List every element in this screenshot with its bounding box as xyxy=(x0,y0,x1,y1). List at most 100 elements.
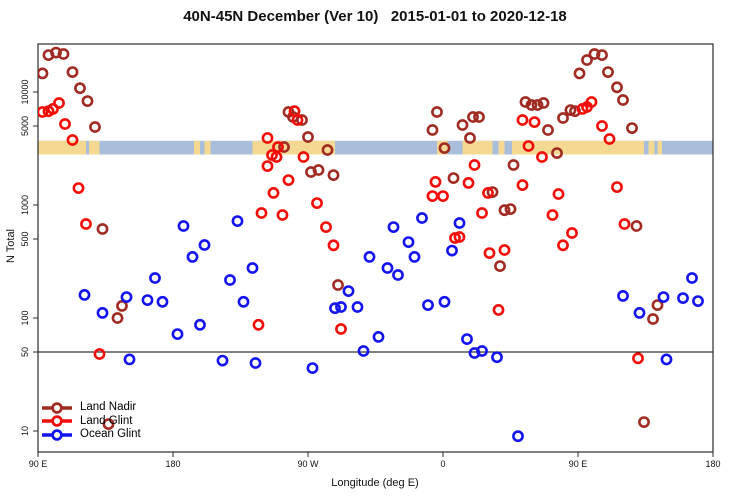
plot-frame xyxy=(37,43,714,453)
data-point xyxy=(291,114,304,126)
data-point xyxy=(224,274,236,286)
data-point xyxy=(507,159,520,171)
data-point xyxy=(686,272,698,284)
y-axis: 10 50 100 500 1000 5000 10000 xyxy=(20,79,38,436)
data-point xyxy=(96,223,109,235)
data-point xyxy=(603,133,616,145)
data-point xyxy=(327,239,340,252)
legend-label: Land Glint xyxy=(80,414,133,427)
svg-text:50: 50 xyxy=(20,347,30,357)
data-point xyxy=(387,221,400,233)
data-point xyxy=(50,46,62,59)
data-point xyxy=(38,67,49,80)
data-point xyxy=(438,142,451,154)
data-point xyxy=(357,345,370,357)
data-point xyxy=(611,181,623,193)
data-point xyxy=(255,207,268,219)
data-point xyxy=(74,82,86,95)
y-axis-title: N Total xyxy=(5,228,17,264)
data-point xyxy=(573,67,586,80)
data-point xyxy=(516,179,529,191)
data-point xyxy=(59,118,71,130)
data-point xyxy=(276,209,289,221)
svg-text:5000: 5000 xyxy=(20,116,30,136)
data-point xyxy=(618,218,631,230)
data-point xyxy=(632,352,644,365)
data-point xyxy=(426,124,439,136)
data-point xyxy=(438,295,451,308)
data-point xyxy=(186,250,199,263)
data-point xyxy=(149,272,161,284)
data-point xyxy=(581,54,593,66)
data-point xyxy=(467,111,479,123)
data-point xyxy=(476,207,488,219)
land-nadir-marker-icon xyxy=(42,401,72,414)
data-point xyxy=(78,288,91,301)
data-point xyxy=(447,172,460,184)
data-point xyxy=(611,81,623,94)
data-point xyxy=(473,111,485,123)
svg-text:90 W: 90 W xyxy=(297,459,319,469)
data-point xyxy=(522,140,535,152)
data-point xyxy=(456,119,469,131)
data-point xyxy=(216,354,229,367)
data-point xyxy=(312,164,325,176)
data-point xyxy=(416,212,428,224)
data-point xyxy=(542,124,554,136)
data-point xyxy=(638,416,650,428)
data-point xyxy=(437,190,449,202)
data-point xyxy=(53,97,65,109)
land-band-segment xyxy=(194,140,200,155)
data-point xyxy=(551,147,563,159)
data-point xyxy=(66,66,79,78)
svg-text:10000: 10000 xyxy=(20,79,30,104)
svg-text:1000: 1000 xyxy=(20,195,30,215)
data-point xyxy=(198,239,211,251)
data-point xyxy=(588,48,601,60)
data-point xyxy=(296,114,308,126)
data-point xyxy=(528,116,541,128)
data-point xyxy=(476,345,488,357)
data-point xyxy=(651,299,664,311)
data-point xyxy=(278,141,290,153)
data-point xyxy=(261,132,274,144)
svg-text:180: 180 xyxy=(165,459,180,469)
data-point xyxy=(57,48,70,60)
land-band-segment xyxy=(38,140,86,155)
data-point xyxy=(261,160,274,172)
data-point xyxy=(504,203,517,215)
data-point xyxy=(120,291,133,303)
land-band-segment xyxy=(498,140,505,155)
data-point xyxy=(596,49,608,61)
data-point xyxy=(177,220,190,232)
svg-text:500: 500 xyxy=(20,232,30,247)
data-point xyxy=(482,186,494,199)
data-point xyxy=(498,204,511,217)
land-band-segment xyxy=(657,140,662,155)
land-glint-marker-icon xyxy=(42,415,72,428)
data-point xyxy=(512,430,524,443)
data-point xyxy=(302,131,314,143)
data-point xyxy=(81,95,94,107)
data-point xyxy=(141,294,154,306)
data-point xyxy=(363,250,376,263)
data-point xyxy=(536,151,548,163)
data-point xyxy=(311,197,323,209)
data-point xyxy=(426,190,439,202)
data-point xyxy=(270,151,283,163)
svg-text:10: 10 xyxy=(20,426,30,436)
points-ocean-glint xyxy=(78,212,704,443)
land-band-segment xyxy=(89,140,100,155)
data-point xyxy=(657,291,670,303)
land-band-segment xyxy=(462,140,493,155)
svg-text:90 E: 90 E xyxy=(569,459,588,469)
chart-title: 40N-45N December (Ver 10) 2015-01-01 to … xyxy=(183,8,567,25)
data-point xyxy=(72,182,85,194)
data-point xyxy=(630,220,643,232)
data-point xyxy=(557,112,569,124)
data-point xyxy=(626,122,638,135)
data-point xyxy=(237,295,250,308)
data-point xyxy=(617,289,629,302)
land-band-segment xyxy=(648,140,655,155)
